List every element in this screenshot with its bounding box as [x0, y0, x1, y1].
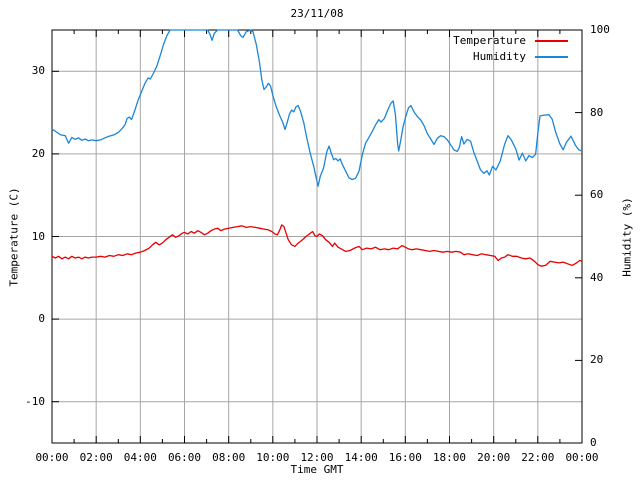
y-right-tick-label: 20 — [590, 353, 604, 367]
x-tick-label: 10:00 — [256, 451, 290, 464]
legend-item-humidity: Humidity — [473, 50, 568, 63]
y-left-tick-label: 10 — [31, 229, 45, 243]
x-tick-label: 16:00 — [388, 451, 422, 464]
x-tick-label: 22:00 — [521, 451, 555, 464]
y-right-tick-label: 0 — [590, 436, 597, 449]
legend: Temperature Humidity — [453, 34, 568, 63]
chart-title: 23/11/08 — [290, 7, 344, 20]
x-axis-label: Time GMT — [290, 463, 344, 476]
temperature-line-sample — [535, 39, 568, 42]
legend-label-temperature: Temperature — [453, 34, 526, 47]
x-tick-label: 00:00 — [35, 451, 69, 464]
y-right-tick-label: 60 — [590, 188, 604, 202]
legend-item-temperature: Temperature — [453, 34, 568, 47]
x-tick-label: 08:00 — [212, 451, 246, 464]
y-right-tick-label: 80 — [590, 105, 604, 119]
y-left-tick-label: 0 — [38, 312, 45, 326]
y-right-tick-label: 100 — [590, 23, 610, 36]
x-tick-label: 20:00 — [477, 451, 511, 464]
y-axis-label-right: Humidity (%) — [620, 197, 634, 277]
legend-label-humidity: Humidity — [473, 50, 526, 63]
y-right-tick-label: 40 — [590, 270, 604, 284]
x-tick-label: 12:00 — [300, 451, 334, 464]
humidity-line-sample — [535, 55, 568, 58]
x-tick-label: 18:00 — [432, 451, 467, 464]
y-left-tick-label: -10 — [25, 394, 45, 408]
x-tick-label: 14:00 — [344, 451, 378, 464]
x-tick-label: 02:00 — [79, 451, 113, 464]
x-tick-label: 00:00 — [565, 451, 599, 464]
x-tick-label: 04:00 — [123, 451, 157, 464]
y-left-tick-label: 20 — [31, 146, 45, 160]
x-tick-label: 06:00 — [167, 451, 202, 464]
y-left-tick-label: 30 — [31, 64, 45, 78]
